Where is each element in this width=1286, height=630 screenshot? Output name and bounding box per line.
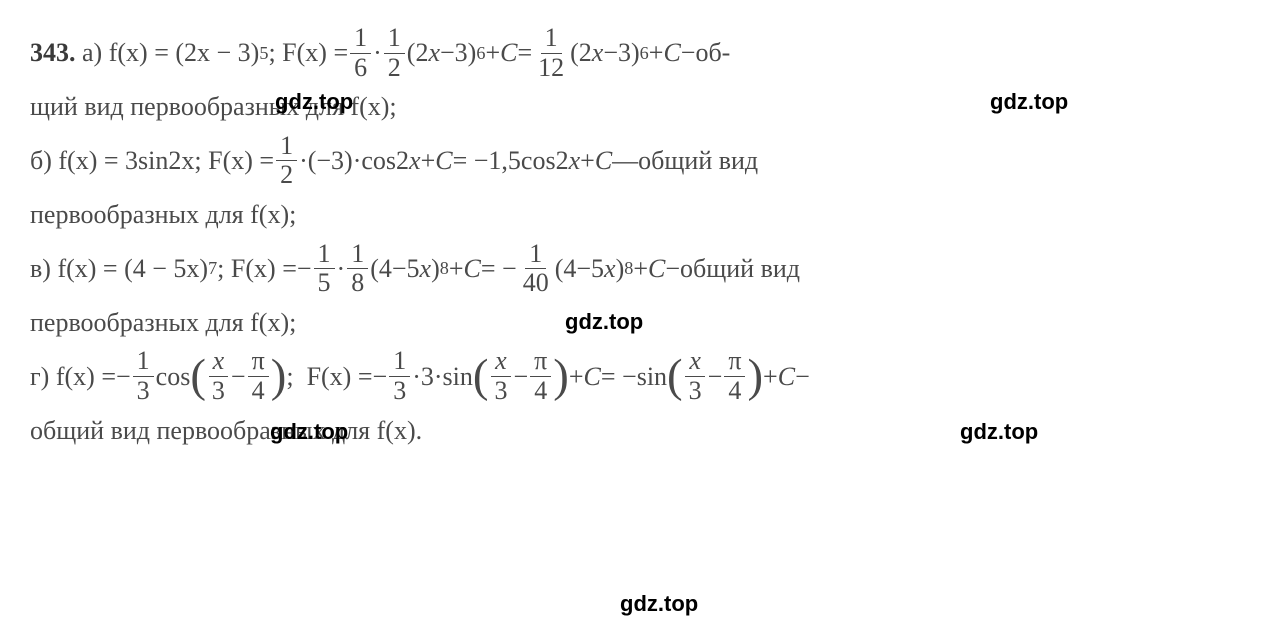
frac-1-40: 140 — [519, 240, 553, 298]
part-c-line2: первообразных для f(x); — [30, 302, 1256, 344]
fa-rhs-base: (2x − 3) — [175, 32, 259, 74]
part-c-line1: в) f(x) = (4 − 5x)7 ; F(x) = − 15 · 18 (… — [30, 240, 1256, 298]
part-d-line2: общий вид первообразных для f(x). — [30, 410, 1256, 452]
frac-1-3-d2: 13 — [389, 347, 410, 405]
frac-1-2: 12 — [384, 24, 405, 82]
part-d-label: г) — [30, 356, 49, 398]
frac-pi-4-d2: π4 — [530, 347, 551, 405]
part-b-label: б) — [30, 140, 52, 182]
frac-1-6: 16 — [350, 24, 371, 82]
frac-x-3-d2: x3 — [490, 347, 511, 405]
watermark: gdz.top — [620, 586, 698, 621]
fa-lhs: f(x) — [109, 32, 148, 74]
frac-pi-4-d3: π4 — [724, 347, 745, 405]
problem-number: 343. — [30, 32, 76, 74]
fa-rhs-exp: 5 — [259, 39, 268, 68]
fa-tail1: об- — [695, 32, 730, 74]
page-container: 343. а) f(x) = (2x − 3)5 ; F(x) = 16 · 1… — [30, 24, 1256, 451]
part-b-line1: б) f(x) = 3sin2x ; F(x) = 12 ·(−3)·cos2x… — [30, 132, 1256, 190]
frac-pi-4-d1: π4 — [248, 347, 269, 405]
frac-1-8: 18 — [347, 240, 368, 298]
part-a-label: а) — [82, 32, 102, 74]
part-a-line1: 343. а) f(x) = (2x − 3)5 ; F(x) = 16 · 1… — [30, 24, 1256, 82]
frac-1-3-d1: 13 — [133, 347, 154, 405]
frac-x-3-d1: x3 — [208, 347, 229, 405]
part-c-label: в) — [30, 248, 51, 290]
frac-1-2-b: 12 — [276, 132, 297, 190]
fa-mid-base: (2 — [407, 32, 429, 74]
frac-1-5: 15 — [314, 240, 335, 298]
Fa-lhs: F(x) — [282, 32, 327, 74]
frac-x-3-d3: x3 — [685, 347, 706, 405]
frac-1-12: 112 — [534, 24, 568, 82]
part-b-line2: первообразных для f(x); — [30, 194, 1256, 236]
part-a-line2: щий вид первообразных для f(x); — [30, 86, 1256, 128]
part-d-line1: г) f(x) = − 13 cos ( x3 − π4 ) ; F(x) = … — [30, 347, 1256, 405]
